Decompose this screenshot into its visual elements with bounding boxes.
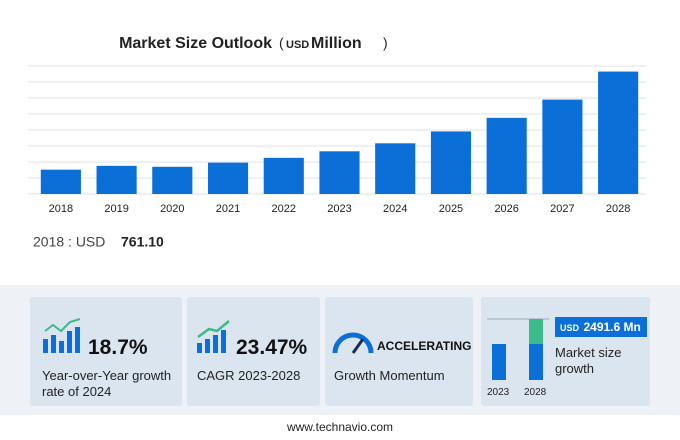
paren: ) bbox=[383, 35, 388, 51]
badge-value: 2491.6 Mn bbox=[583, 320, 641, 334]
x-tick-label: 2024 bbox=[383, 203, 407, 215]
x-tick-label: 2018 bbox=[49, 203, 73, 215]
kpi-value: ACCELERATING bbox=[377, 339, 472, 353]
bar bbox=[207, 162, 249, 194]
kpi-label: Growth Momentum bbox=[334, 368, 445, 383]
unit-prefix: USD bbox=[286, 39, 309, 51]
x-tick-label: 2028 bbox=[606, 203, 630, 215]
kpi-card: 23.47% CAGR 2023-2028 bbox=[187, 297, 320, 406]
x-tick-label: 2023 bbox=[327, 203, 351, 215]
x-tick-label: 2025 bbox=[439, 203, 463, 215]
paren: ( bbox=[279, 35, 284, 51]
x-tick-label: 2020 bbox=[160, 203, 184, 215]
badge-unit: USD bbox=[560, 323, 580, 333]
bar bbox=[598, 71, 639, 194]
x-tick-label: 2019 bbox=[104, 203, 128, 215]
summary-label: 2018 : USD bbox=[33, 234, 105, 250]
bar bbox=[263, 157, 304, 194]
bar bbox=[96, 165, 137, 194]
kpi-card: 2023 2028 USD 2491.6 Mn Market size grow… bbox=[481, 297, 650, 406]
bar bbox=[319, 151, 360, 194]
footer: www.technavio.com bbox=[286, 420, 394, 434]
x-tick-label: 2027 bbox=[550, 203, 574, 215]
kpi-value: 18.7% bbox=[88, 336, 148, 359]
chart-title: Market Size Outlook bbox=[119, 35, 272, 52]
icon bbox=[332, 332, 374, 354]
icon bbox=[43, 318, 81, 353]
chart: Market Size Outlook ( USD Million ) 2018… bbox=[28, 35, 646, 250]
icon bbox=[487, 318, 549, 380]
bar bbox=[542, 99, 583, 194]
icon bbox=[197, 320, 230, 353]
unit: Million bbox=[311, 35, 362, 52]
summary-value: 761.10 bbox=[121, 234, 164, 250]
kpi-card: ACCELERATING Growth Momentum bbox=[325, 297, 473, 406]
kpi-label: CAGR 2023-2028 bbox=[197, 368, 301, 383]
x-tick-label: 2021 bbox=[216, 203, 240, 215]
bar bbox=[486, 117, 527, 194]
kpi-label: Year-over-Year growth rate of 2024 bbox=[42, 368, 172, 399]
growth-badge: USD 2491.6 Mn bbox=[555, 317, 647, 337]
year-label: 2023 bbox=[487, 387, 510, 398]
kpi-label: Market size growth bbox=[555, 345, 622, 376]
bar bbox=[430, 131, 472, 194]
kpi-card: 18.7% Year-over-Year growth rate of 2024 bbox=[30, 297, 182, 406]
x-tick-label: 2026 bbox=[494, 203, 518, 215]
year-label: 2028 bbox=[524, 387, 547, 398]
bar bbox=[375, 143, 416, 194]
kpi-value: 23.47% bbox=[236, 336, 308, 359]
bar bbox=[40, 169, 81, 194]
bar bbox=[152, 166, 193, 194]
x-tick-label: 2022 bbox=[272, 203, 296, 215]
